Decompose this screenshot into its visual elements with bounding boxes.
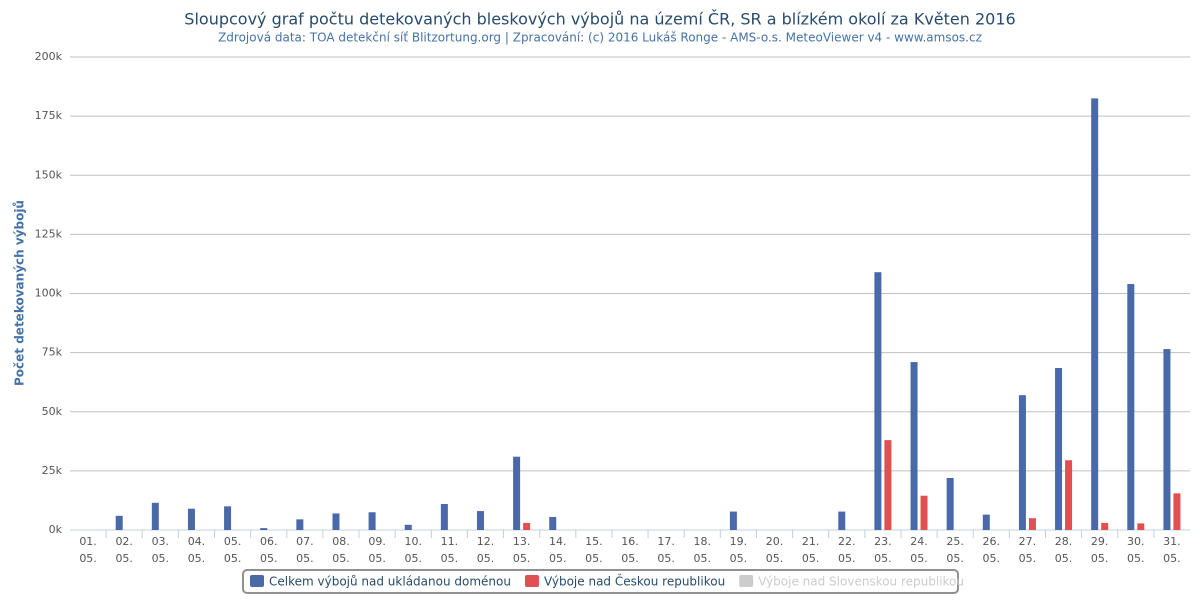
bar	[1028, 518, 1036, 530]
bar	[1163, 349, 1171, 530]
chart-subtitle: Zdrojová data: TOA detekční síť Blitzort…	[218, 31, 982, 45]
x-tick-label: 12. 05.	[477, 535, 495, 565]
x-tick-label: 19. 05.	[730, 535, 748, 565]
y-tick-label: 25k	[42, 464, 63, 477]
x-tick-label: 28. 05.	[1055, 535, 1073, 565]
x-tick-label: 17. 05.	[657, 535, 675, 565]
legend-label: Celkem výbojů nad ukládanou doménou	[269, 575, 511, 589]
legend-swatch	[250, 575, 264, 587]
x-tick-label: 23. 05.	[874, 535, 892, 565]
x-tick-label: 06. 05.	[260, 535, 278, 565]
bar	[910, 362, 918, 530]
y-tick-label: 100k	[35, 287, 63, 300]
bar	[729, 511, 737, 530]
x-tick-label: 20. 05.	[766, 535, 784, 565]
bar	[476, 511, 484, 530]
bar	[1127, 284, 1135, 530]
legend-box	[242, 569, 959, 594]
y-tick-label: 75k	[42, 346, 63, 359]
x-tick-label: 29. 05.	[1091, 535, 1109, 565]
bar	[1091, 98, 1099, 530]
y-tick-label: 175k	[35, 109, 63, 122]
x-tick-label: 18. 05.	[694, 535, 712, 565]
bar	[920, 495, 928, 530]
x-tick-label: 13. 05.	[513, 535, 531, 565]
x-tick-label: 15. 05.	[585, 535, 603, 565]
x-tick-label: 01. 05.	[79, 535, 97, 565]
bar	[115, 515, 123, 530]
bar	[1065, 460, 1073, 530]
x-tick-label: 22. 05.	[838, 535, 856, 565]
x-tick-label: 10. 05.	[404, 535, 422, 565]
x-tick-label: 27. 05.	[1019, 535, 1037, 565]
bar	[1055, 367, 1063, 530]
y-tick-label: 200k	[35, 50, 63, 63]
bar	[404, 524, 412, 530]
bar	[838, 511, 846, 530]
bar	[224, 506, 232, 530]
bar	[368, 512, 376, 530]
x-tick-label: 16. 05.	[621, 535, 639, 565]
bar	[513, 456, 521, 530]
x-tick-label: 09. 05.	[368, 535, 386, 565]
legend-swatch	[739, 575, 754, 587]
bar	[440, 503, 448, 530]
bar	[549, 516, 557, 530]
bar	[523, 522, 531, 530]
y-tick-label: 0k	[49, 523, 63, 536]
bar	[332, 513, 340, 530]
legend-label: Výboje nad Českou republikou	[544, 574, 725, 589]
y-tick-label: 125k	[35, 227, 63, 240]
y-axis-label: Počet detekovaných výbojů	[13, 200, 27, 386]
x-tick-label: 26. 05.	[983, 535, 1001, 565]
x-tick-label: 05. 05.	[224, 535, 242, 565]
bar	[884, 440, 892, 530]
x-tick-label: 02. 05.	[115, 535, 133, 565]
x-tick-label: 14. 05.	[549, 535, 567, 565]
bar	[1018, 395, 1026, 530]
x-tick-label: 07. 05.	[296, 535, 314, 565]
bar	[260, 528, 268, 530]
bar	[1101, 522, 1109, 530]
bar	[296, 519, 304, 530]
y-tick-label: 50k	[42, 405, 63, 418]
bar	[187, 508, 195, 530]
y-tick-label: 150k	[35, 168, 63, 181]
x-tick-label: 08. 05.	[332, 535, 350, 565]
x-tick-label: 30. 05.	[1127, 535, 1145, 565]
bar	[1173, 493, 1181, 530]
x-tick-label: 31. 05.	[1163, 535, 1181, 565]
x-tick-label: 03. 05.	[152, 535, 170, 565]
bar	[982, 514, 990, 530]
x-tick-label: 21. 05.	[802, 535, 820, 565]
bar	[946, 477, 954, 530]
legend-label: Výboje nad Slovenskou republikou	[758, 575, 964, 589]
bar	[1137, 523, 1145, 530]
legend-swatch	[524, 575, 539, 587]
chart-title: Sloupcový graf počtu detekovaných blesko…	[184, 10, 1015, 29]
x-tick-label: 04. 05.	[188, 535, 206, 565]
x-tick-label: 24. 05.	[910, 535, 928, 565]
bar	[151, 502, 159, 530]
x-tick-label: 11. 05.	[441, 535, 459, 565]
bar	[874, 272, 882, 530]
x-tick-label: 25. 05.	[946, 535, 964, 565]
